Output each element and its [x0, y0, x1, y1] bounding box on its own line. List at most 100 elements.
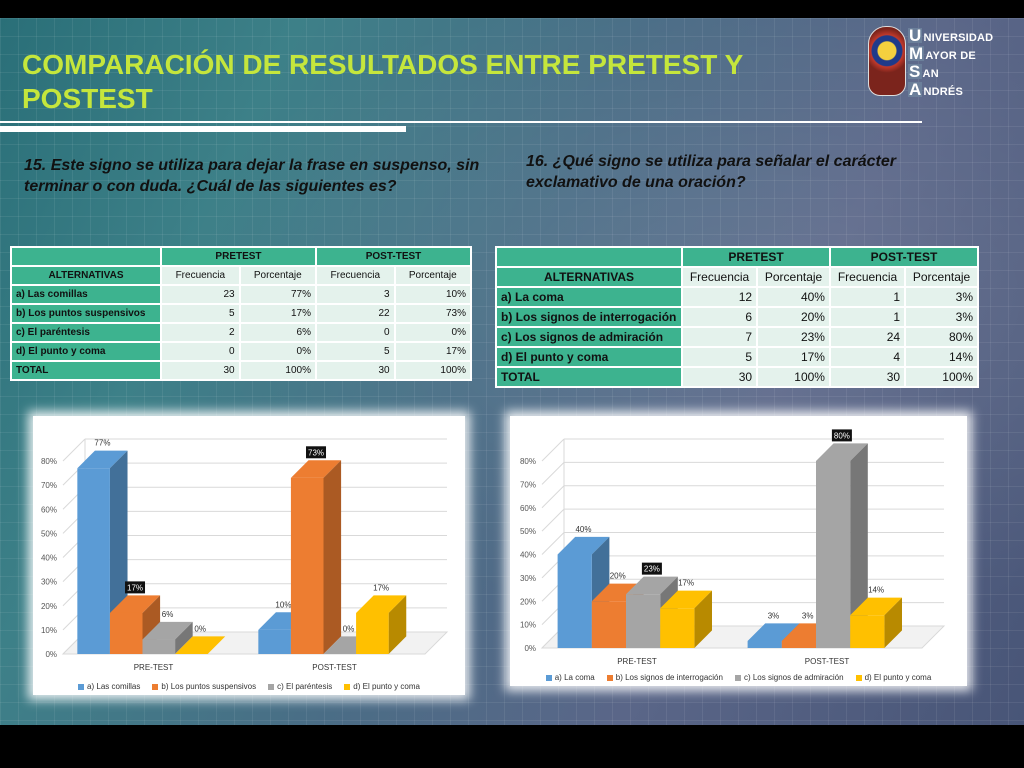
y-tick-label: 30%	[41, 578, 57, 587]
bar-top	[557, 536, 610, 555]
cell: 0	[314, 322, 396, 343]
legend-swatch	[268, 683, 275, 690]
row-label: c) Los signos de admiración	[495, 326, 683, 348]
legend-item: d) El punto y coma	[344, 682, 420, 691]
cell: 5	[160, 303, 241, 324]
row-label: d) El punto y coma	[10, 341, 162, 362]
bar-top	[290, 460, 342, 478]
table-sub-header-row: ALTERNATIVAS Frecuencia Porcentaje Frecu…	[495, 266, 979, 288]
column-label: ALTERNATIVAS	[495, 266, 683, 288]
table-row: d) El punto y coma 0 0% 5 17%	[10, 341, 473, 362]
sub-header: Porcentaje	[238, 265, 317, 286]
data-label: 3%	[768, 611, 780, 620]
legend-swatch	[152, 683, 159, 690]
cell: 73%	[393, 303, 473, 324]
table-row: b) Los puntos suspensivos 5 17% 22 73%	[10, 303, 473, 324]
table-row: a) Las comillas 23 77% 3 10%	[10, 284, 473, 305]
data-label-box	[306, 446, 327, 459]
y-tick-label: 10%	[41, 626, 57, 635]
logo-word-rest: NIVERSIDAD	[923, 32, 994, 44]
logo-word: M AYOR DE	[908, 45, 1000, 64]
sub-header: Frecuencia	[828, 266, 907, 288]
legend-label: a) Las comillas	[87, 682, 141, 691]
cell: 100%	[393, 360, 473, 381]
gridline-side	[541, 485, 565, 509]
legend-label: c) El paréntesis	[277, 682, 333, 691]
group-header-pretest: PRETEST	[681, 246, 831, 268]
cell: 30	[314, 360, 396, 381]
data-label: 23%	[644, 565, 660, 574]
table-row: c) El paréntesis 2 6% 0 0%	[10, 322, 473, 343]
cell: 24	[828, 326, 907, 348]
cell: 80%	[904, 326, 979, 348]
table-row: d) El punto y coma 5 17% 4 14%	[495, 346, 979, 368]
cell: 5	[314, 341, 396, 362]
title-rule-thick	[0, 126, 406, 132]
cell: 100%	[904, 366, 979, 388]
legend-label: a) La coma	[554, 673, 595, 682]
table-group-header-row: PRETEST POST-TEST	[495, 246, 980, 268]
logo-word-rest: NDRÉS	[923, 86, 963, 98]
gridline-side	[541, 532, 565, 555]
university-seal-icon	[868, 26, 906, 96]
x-category-label: PRE-TEST	[617, 657, 657, 666]
page-title: COMPARACIÓN DE RESULTADOS ENTRE PRETEST …	[22, 49, 743, 114]
bar-side	[323, 460, 342, 654]
data-label-box	[125, 581, 146, 594]
bar-top	[109, 595, 161, 613]
bar-top	[850, 597, 902, 616]
cell: 0%	[238, 341, 317, 362]
bar	[850, 615, 885, 648]
chart-q15-legend: a) Las comillas b) Los puntos suspensivo…	[33, 682, 465, 691]
legend-swatch	[606, 674, 613, 681]
bar-side	[175, 621, 193, 654]
y-tick-label: 40%	[41, 554, 57, 563]
y-tick-label: 0%	[524, 644, 536, 653]
bar	[142, 639, 176, 654]
cell: 1	[828, 286, 907, 308]
sub-header: Porcentaje	[756, 266, 831, 288]
y-tick-label: 70%	[41, 481, 57, 490]
row-label: d) El punto y coma	[495, 346, 683, 368]
group-header-posttest: POST-TEST	[314, 246, 473, 267]
legend-item: c) El paréntesis	[268, 682, 332, 691]
bar-side	[884, 597, 902, 648]
cell: 4	[828, 346, 907, 368]
cell: 77%	[238, 284, 317, 305]
university-logo: U NIVERSIDAD M AYOR DE S AN A NDRÉS	[868, 26, 1000, 98]
legend-item: a) Las comillas	[78, 682, 140, 691]
y-tick-label: 80%	[41, 457, 57, 466]
gridline-side	[62, 438, 86, 462]
data-label: 0%	[194, 624, 206, 633]
table-corner	[10, 246, 162, 267]
logo-word: U NIVERSIDAD	[908, 27, 1000, 46]
cell: 100%	[238, 360, 317, 381]
cell: 100%	[756, 366, 831, 388]
table-row: c) Los signos de admiración 7 23% 24 80%	[495, 326, 979, 348]
chart-q16-legend: a) La coma b) Los signos de interrogació…	[510, 673, 967, 682]
bar	[356, 612, 389, 654]
table-corner	[495, 246, 683, 268]
group-header-posttest: POST-TEST	[828, 246, 980, 268]
chart-q15: 0% 10% 20% 30% 40% 50% 60% 70% 80% 77% 17% 6% 0% PRE-…	[33, 416, 465, 695]
bar-top	[626, 576, 678, 595]
bar	[258, 629, 291, 654]
cell: 0%	[393, 322, 473, 343]
bar-top	[77, 450, 128, 469]
data-label: 10%	[275, 600, 291, 609]
legend-item: a) La coma	[545, 673, 595, 682]
legend-item: c) Los signos de admiración	[734, 673, 844, 682]
cell: 22	[314, 303, 396, 324]
data-label: 17%	[127, 583, 143, 592]
table-row: a) La coma 12 40% 1 3%	[495, 286, 979, 308]
logo-word: A NDRÉS	[908, 81, 1000, 100]
y-tick-label: 80%	[520, 457, 536, 466]
data-label: 17%	[373, 583, 389, 592]
data-label: 3%	[802, 611, 814, 620]
data-label: 0%	[343, 624, 355, 633]
data-label: 73%	[308, 448, 324, 457]
bar-top	[816, 443, 868, 461]
results-table-q15: PRETEST POST-TEST ALTERNATIVAS Frecuenci…	[10, 246, 473, 381]
cell: 7	[680, 326, 759, 348]
cell: 40%	[756, 286, 831, 308]
